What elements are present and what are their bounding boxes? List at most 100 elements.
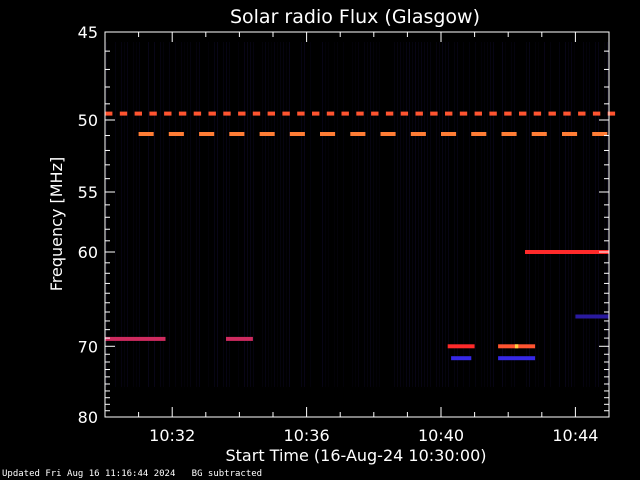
noise-streak [589, 42, 590, 387]
noise-streak [571, 42, 572, 387]
footer-note: BG subtracted [191, 469, 263, 479]
emission-dash [223, 111, 231, 116]
noise-streak [139, 42, 140, 387]
emission-dash [199, 132, 215, 136]
emission-dash [371, 111, 379, 116]
emission-dash [380, 132, 396, 136]
noise-streak [160, 42, 161, 387]
noise-streak [373, 42, 374, 387]
emission-dash [149, 111, 157, 116]
emission-dash [563, 111, 571, 116]
noise-streak [217, 42, 218, 387]
x-tick-label: 10:36 [284, 426, 330, 445]
emission-band [575, 314, 609, 319]
emission-dash [297, 111, 305, 116]
noise-streak [106, 42, 107, 387]
spectrogram-background [105, 32, 609, 417]
emission-band [525, 250, 609, 254]
emission-dash [489, 111, 497, 116]
noise-streak [484, 42, 485, 387]
emission-dash [592, 132, 608, 136]
emission-dash [138, 132, 154, 136]
noise-streak [568, 42, 569, 387]
x-tick-label: 10:32 [149, 426, 195, 445]
emission-dash [289, 132, 305, 136]
emission-dash [326, 111, 335, 116]
noise-streak [250, 42, 251, 387]
emission-dash [252, 111, 261, 116]
emission-dash [410, 132, 426, 136]
emission-dash [320, 132, 336, 136]
noise-streak [412, 42, 413, 387]
noise-streak [328, 42, 329, 387]
noise-streak [271, 42, 272, 387]
noise-streak [277, 42, 278, 387]
emission-dash [562, 132, 578, 136]
noise-streak [439, 42, 440, 387]
noise-streak [223, 42, 224, 387]
emission-dash [105, 111, 113, 116]
noise-streak [394, 42, 395, 387]
noise-streak [289, 42, 290, 387]
noise-streak [463, 42, 464, 387]
noise-streak [229, 42, 230, 387]
noise-streak [535, 42, 536, 387]
x-axis: 10:32 10:36 10:40 10:44 [104, 32, 610, 445]
noise-streak [163, 42, 164, 387]
emission-dash [441, 132, 457, 136]
noise-streak [565, 42, 566, 387]
noise-streak [442, 42, 443, 387]
noise-streak [262, 42, 263, 387]
emission-dash [178, 111, 187, 116]
y-axis: 45 50 55 60 70 80 [78, 23, 609, 427]
emission-features [105, 111, 616, 361]
emission-dash [415, 111, 423, 116]
emission-dash [259, 132, 275, 136]
emission-dash [385, 111, 394, 116]
noise-streak [124, 42, 125, 387]
noise-streak [598, 42, 599, 387]
chart-title: Solar radio Flux (Glasgow) [230, 6, 480, 28]
emission-dash [356, 111, 364, 116]
emission-dash [119, 111, 128, 116]
noise-streak [325, 42, 326, 387]
noise-streak [514, 42, 515, 387]
noise-streak [529, 42, 530, 387]
emission-dash [168, 132, 184, 136]
noise-streak [586, 42, 587, 387]
noise-streak [430, 42, 431, 387]
noise-streak [286, 42, 287, 387]
noise-streak [244, 42, 245, 387]
noise-streak [481, 42, 482, 387]
plot-area [105, 32, 609, 417]
emission-dash [164, 111, 172, 116]
emission-dash [350, 132, 366, 136]
emission-dash [471, 132, 487, 136]
noise-streak [343, 42, 344, 387]
emission-dash [501, 132, 517, 136]
noise-streak [538, 42, 539, 387]
noise-streak [148, 42, 149, 387]
noise-streak [181, 42, 182, 387]
noise-streak [274, 42, 275, 387]
emission-band [226, 336, 253, 341]
noise-streak [526, 42, 527, 387]
noise-streak [367, 42, 368, 387]
noise-streak [283, 42, 284, 387]
noise-streak [358, 42, 359, 387]
noise-streak [214, 42, 215, 387]
emission-dash [312, 111, 320, 116]
plot-frame [104, 31, 610, 418]
noise-streak [208, 42, 209, 387]
emission-band [498, 356, 536, 361]
noise-streak [190, 42, 191, 387]
emission-dash [504, 111, 512, 116]
noise-streak [169, 42, 170, 387]
noise-streak [418, 42, 419, 387]
emission-dash [533, 111, 542, 116]
emission-dash [238, 111, 246, 116]
noise-streak [238, 42, 239, 387]
noise-streak [436, 42, 437, 387]
emission-dash [445, 111, 453, 116]
noise-streak [505, 42, 506, 387]
